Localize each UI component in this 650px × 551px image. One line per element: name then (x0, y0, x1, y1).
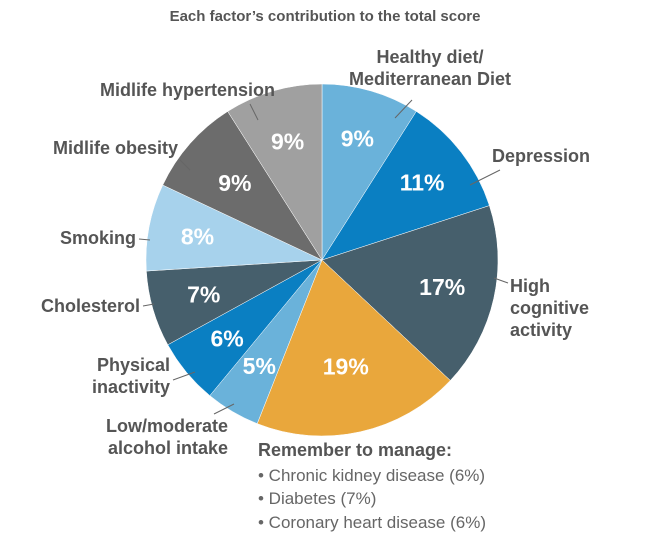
pie-slice (321, 205, 499, 381)
slice-percent-label: 17% (419, 274, 465, 300)
pie-slice (256, 259, 451, 437)
slice-percent-label: 9% (341, 125, 374, 151)
pie-slice (321, 83, 417, 261)
remember-item: • Diabetes (7%) (258, 489, 376, 508)
slice-category-label: Cholesterol (41, 296, 140, 316)
slice-percent-label: 7% (187, 281, 220, 307)
chart-title: Each factor’s contribution to the total … (170, 8, 481, 25)
leader-line (172, 371, 196, 381)
pie-slice (227, 83, 323, 261)
slice-category-label: Healthy diet/Mediterranean Diet (349, 47, 511, 89)
slice-category-label: Midlife obesity (53, 138, 178, 158)
slice-percent-label: 9% (271, 129, 304, 155)
pie-slice (321, 111, 490, 261)
remember-item: • Chronic kidney disease (6%) (258, 466, 485, 485)
pie-slice (145, 184, 323, 272)
slice-category-label: High cognitive activity (510, 276, 589, 340)
slice-category-label: Low/moderate alcohol intake (106, 416, 228, 458)
leader-line (138, 238, 151, 241)
slice-percent-label: 9% (218, 170, 251, 196)
remember-title: Remember to manage: (258, 440, 452, 460)
slice-percent-label: 6% (210, 326, 243, 352)
slice-category-label: Midlife hypertension (100, 80, 275, 100)
slice-percent-label: 5% (243, 353, 276, 379)
leader-line (249, 103, 259, 121)
pie-slice (162, 111, 323, 261)
leader-line (179, 159, 191, 171)
slice-category-label: Smoking (60, 228, 136, 248)
leader-line (213, 403, 235, 415)
slice-category-label: Physical inactivity (92, 355, 170, 397)
leader-line (493, 277, 509, 284)
slice-percent-label: 8% (181, 223, 214, 249)
slice-percent-label: 19% (323, 354, 369, 380)
leader-line (469, 169, 501, 186)
leader-line (394, 99, 413, 119)
remember-item: • Coronary heart disease (6%) (258, 513, 486, 532)
leader-line (142, 303, 155, 307)
slice-category-label: Depression (492, 146, 590, 166)
slice-percent-label: 11% (400, 169, 445, 195)
